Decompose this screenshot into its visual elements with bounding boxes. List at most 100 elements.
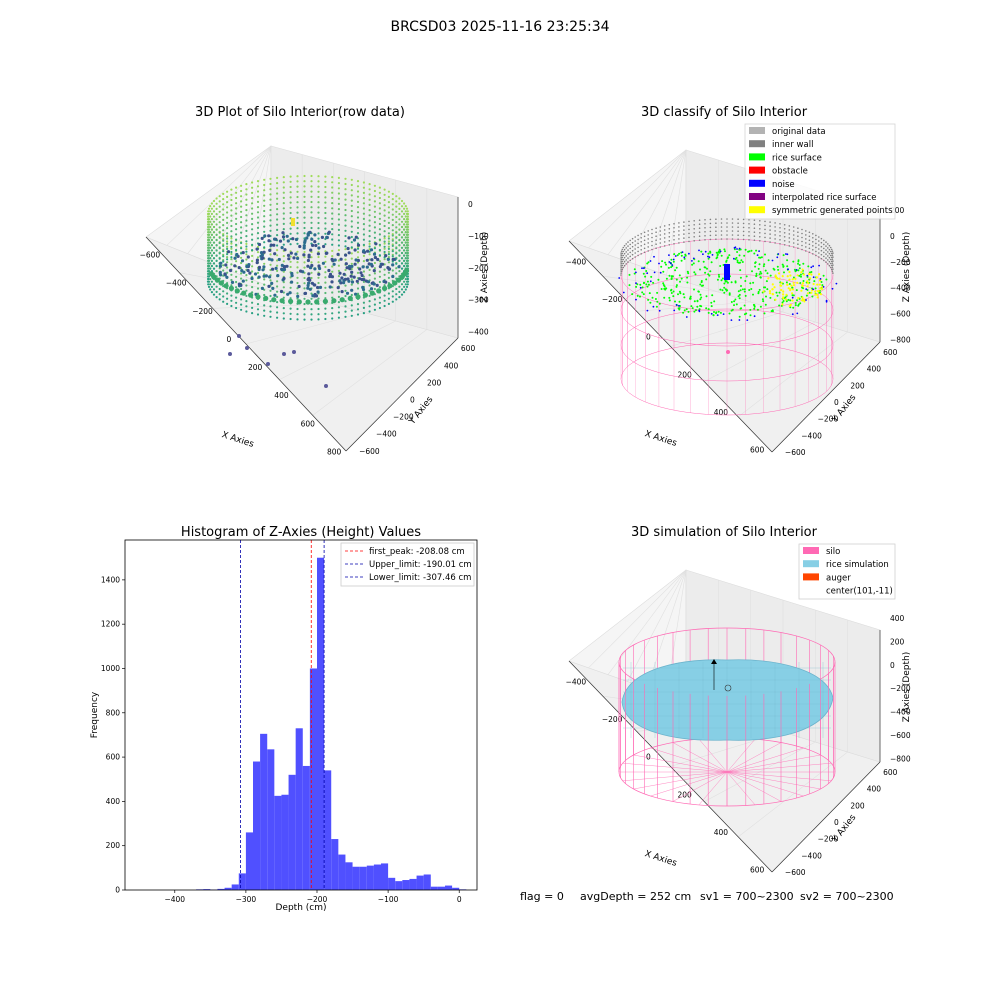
raw-point — [296, 242, 299, 245]
raw-point — [245, 198, 248, 201]
raw-point — [362, 249, 366, 253]
raw-point — [378, 243, 381, 246]
raw-point — [330, 280, 334, 284]
raw-point — [256, 226, 260, 229]
symmetric-point — [782, 290, 785, 293]
raw-point — [237, 266, 241, 270]
symmetric-point — [780, 288, 783, 292]
rice-surface-point — [628, 273, 631, 276]
rice-surface-point — [755, 249, 758, 252]
raw-point — [345, 291, 350, 295]
inner-wall-point — [623, 264, 626, 267]
legend-swatch — [749, 179, 765, 187]
raw-point — [375, 283, 379, 287]
inner-wall-point — [801, 244, 803, 247]
raw-point — [324, 281, 327, 284]
raw-point — [327, 230, 331, 234]
raw-point — [215, 265, 218, 268]
raw-point — [270, 281, 274, 285]
inner-wall-point — [623, 244, 626, 247]
raw-point — [271, 297, 277, 303]
raw-point — [218, 247, 221, 250]
inner-wall-point — [742, 218, 745, 221]
noise-point — [674, 255, 677, 257]
raw-point — [395, 231, 398, 234]
raw-point — [331, 217, 334, 220]
legend-swatch — [803, 560, 819, 568]
raw-point — [317, 211, 320, 214]
raw-point — [373, 226, 376, 229]
inner-wall-point — [637, 250, 639, 253]
raw-point — [226, 292, 229, 295]
raw-point — [400, 267, 404, 270]
raw-point — [383, 245, 386, 248]
rice-surface-point — [699, 293, 702, 296]
raw-point — [256, 216, 260, 219]
raw-point — [303, 195, 306, 198]
raw-point — [405, 259, 409, 262]
raw-point — [246, 268, 250, 273]
rice-surface-point — [738, 315, 741, 318]
inner-wall-point — [704, 231, 706, 233]
rice-surface-point — [765, 295, 767, 298]
raw-point — [207, 207, 211, 210]
inner-wall-point — [825, 249, 827, 251]
rice-surface-point — [719, 288, 722, 291]
raw-point — [406, 220, 409, 223]
rice-surface-point — [798, 267, 801, 270]
inner-wall-point — [659, 242, 662, 244]
raw-point — [210, 259, 213, 262]
raw-point — [387, 256, 390, 259]
raw-point — [263, 225, 266, 228]
raw-point — [383, 299, 386, 302]
inner-wall-point — [737, 230, 739, 232]
raw-point — [215, 239, 218, 242]
noise-point — [639, 286, 642, 289]
inner-wall-point — [704, 239, 706, 241]
raw-point — [356, 313, 360, 316]
rice-surface-point — [675, 266, 678, 269]
rice-surface-point — [778, 304, 781, 307]
inner-wall-point — [764, 224, 766, 227]
raw-point — [256, 271, 260, 274]
rice-surface-point — [670, 288, 673, 291]
symmetric-point — [782, 297, 785, 300]
raw-point — [282, 222, 285, 225]
raw-point — [303, 206, 306, 209]
raw-point — [230, 198, 233, 202]
raw-point — [373, 255, 377, 260]
raw-point — [356, 195, 360, 198]
raw-point — [235, 238, 238, 241]
raw-point — [282, 307, 285, 310]
raw-point — [310, 256, 313, 259]
rice-surface-point — [744, 294, 747, 297]
raw-point — [391, 234, 394, 237]
raw-point — [245, 183, 248, 186]
histogram-bar — [324, 770, 332, 890]
noise-point — [698, 309, 701, 312]
inner-wall-point — [643, 231, 646, 234]
raw-outlier — [282, 352, 286, 356]
grid-line — [737, 751, 848, 838]
raw-point — [387, 297, 390, 300]
rice-surface-point — [700, 281, 703, 284]
silo-floor-spoke — [726, 771, 821, 790]
raw-point — [400, 241, 404, 244]
inner-wall-point — [688, 228, 690, 231]
raw-point — [218, 221, 221, 224]
raw-point — [310, 180, 313, 183]
raw-point — [310, 195, 313, 198]
inner-wall-point — [815, 238, 817, 241]
raw-point — [302, 253, 306, 257]
raw-point — [359, 271, 363, 275]
noise-point — [646, 272, 649, 275]
inner-wall-point — [823, 255, 825, 258]
inner-wall-point — [828, 256, 831, 259]
raw-point — [212, 199, 216, 203]
raw-point — [339, 297, 345, 303]
inner-wall-point — [726, 218, 728, 220]
raw-point — [368, 294, 371, 297]
raw-point — [383, 273, 386, 276]
inner-wall-point — [792, 226, 795, 228]
